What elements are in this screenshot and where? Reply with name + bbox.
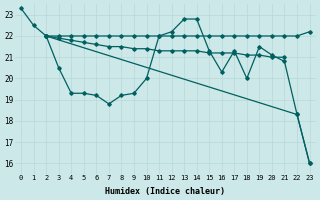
X-axis label: Humidex (Indice chaleur): Humidex (Indice chaleur): [105, 187, 225, 196]
